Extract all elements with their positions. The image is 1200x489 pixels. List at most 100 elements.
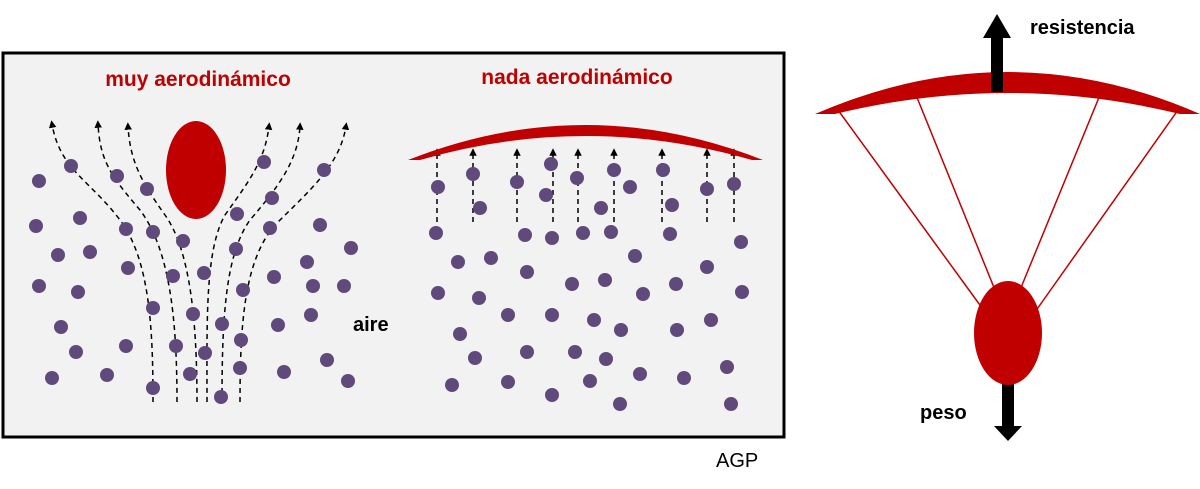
air-particle	[69, 345, 83, 359]
air-particle	[198, 346, 212, 360]
air-particle	[484, 251, 498, 265]
streamline-arrow	[221, 122, 304, 403]
air-particle	[472, 291, 486, 305]
air-particle	[473, 201, 487, 215]
air-particle	[628, 249, 642, 263]
air-particle	[451, 255, 465, 269]
air-particle	[83, 245, 97, 259]
air-particle	[520, 345, 534, 359]
air-particle	[71, 285, 85, 299]
air-particle	[670, 323, 684, 337]
air-particle	[636, 287, 650, 301]
air-particle	[468, 351, 482, 365]
air-particle	[520, 265, 534, 279]
air-particle	[704, 313, 718, 327]
air-particle	[183, 367, 197, 381]
streamlined-body	[166, 121, 226, 219]
parachute-load	[974, 281, 1042, 385]
air-particle	[121, 261, 135, 275]
air-particle	[669, 277, 683, 291]
air-particle	[166, 269, 180, 283]
air-particle	[665, 198, 679, 212]
air-particle	[186, 307, 200, 321]
air-particle	[604, 225, 618, 239]
air-particle	[545, 308, 559, 322]
air-particle	[234, 333, 248, 347]
air-particle	[568, 345, 582, 359]
air-particle	[576, 226, 590, 240]
air-particle	[230, 207, 244, 221]
air-particle	[320, 353, 334, 367]
air-particle	[587, 313, 601, 327]
air-particle	[431, 180, 445, 194]
air-particle	[518, 228, 532, 242]
air-particle	[54, 320, 68, 334]
streamline-arrow	[124, 122, 198, 403]
streamline-arrow	[94, 120, 178, 403]
drag-arrow-icon	[983, 14, 1011, 92]
air-particle	[263, 221, 277, 235]
air-particle	[429, 226, 443, 240]
air-particle	[32, 279, 46, 293]
air-particle	[197, 266, 211, 280]
air-particle	[271, 318, 285, 332]
air-particle	[300, 255, 314, 269]
air-particle	[598, 273, 612, 287]
air-particle	[539, 188, 553, 202]
air-particle	[169, 339, 183, 353]
air-particle	[119, 222, 133, 236]
air-particle	[445, 378, 459, 392]
air-particle	[306, 279, 320, 293]
air-particle	[466, 167, 480, 181]
air-particle	[215, 317, 229, 331]
air-particle	[565, 277, 579, 291]
air-particle	[140, 182, 154, 196]
air-particle	[32, 174, 46, 188]
air-particle	[545, 231, 559, 245]
air-particle	[64, 159, 78, 173]
air-particle	[176, 234, 190, 248]
air-particle	[734, 235, 748, 249]
drag-label: resistencia	[1030, 17, 1135, 39]
air-particle	[146, 225, 160, 239]
air-particle	[724, 397, 738, 411]
air-particle	[700, 260, 714, 274]
air-particle	[656, 163, 670, 177]
air-particle	[119, 339, 133, 353]
air-particle	[599, 352, 613, 366]
air-particle	[45, 371, 59, 385]
air-particle	[277, 365, 291, 379]
air-particle	[545, 388, 559, 402]
air-particle	[265, 191, 279, 205]
air-particle	[544, 157, 558, 171]
air-particles	[29, 155, 749, 411]
parachute-canopy	[815, 72, 1200, 114]
streamline-arrow	[206, 122, 273, 403]
air-particle	[735, 285, 749, 299]
air-particle	[229, 242, 243, 256]
air-particle	[727, 177, 741, 191]
weight-label: peso	[920, 402, 967, 424]
air-particle	[700, 182, 714, 196]
air-particle	[341, 374, 355, 388]
title-not-streamlined: nada aerodinámico	[481, 66, 672, 89]
air-particle	[344, 241, 358, 255]
air-label: aire	[353, 314, 389, 336]
air-particle	[100, 368, 114, 382]
air-particle	[510, 175, 524, 189]
air-particle	[431, 286, 445, 300]
air-box	[1, 51, 786, 439]
air-particle	[720, 360, 734, 374]
air-particle	[304, 308, 318, 322]
air-particle	[73, 211, 87, 225]
air-particle	[313, 218, 327, 232]
air-particle	[236, 283, 250, 297]
air-particle	[233, 361, 247, 375]
air-particle	[501, 375, 515, 389]
air-particle	[607, 163, 621, 177]
air-particle	[594, 201, 608, 215]
parachute	[815, 14, 1200, 441]
air-particle	[623, 180, 637, 194]
air-particle	[501, 308, 515, 322]
